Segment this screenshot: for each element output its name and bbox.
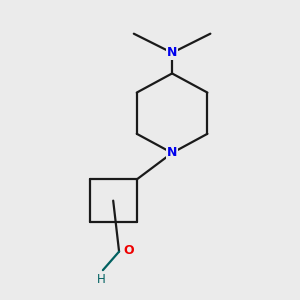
Text: O: O (123, 244, 134, 256)
Text: H: H (97, 273, 106, 286)
Text: N: N (167, 146, 177, 159)
Text: N: N (167, 46, 177, 59)
